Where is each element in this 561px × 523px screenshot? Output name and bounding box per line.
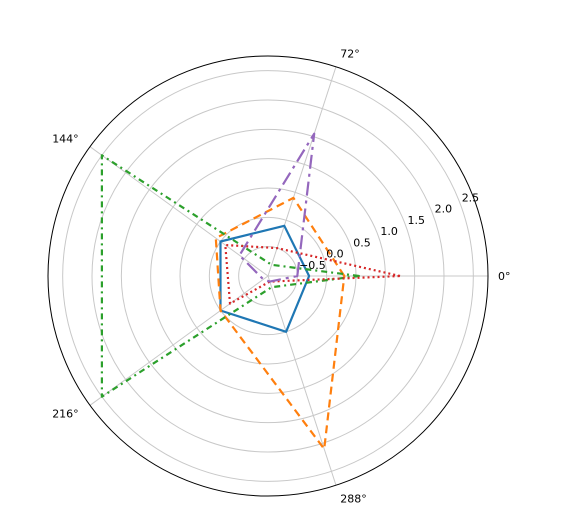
series-line-2: [214, 196, 346, 451]
angular-gridline: [267, 66, 337, 277]
angular-gridline: [89, 275, 269, 406]
label-layer: −0.50.0 0.5 1.0 1.5 2.0 2.5 0° 72° 144° 216° 288°: [52, 48, 510, 506]
angle-tick-label: 288°: [340, 493, 367, 506]
series-line-4: [224, 243, 402, 305]
angular-gridline: [267, 275, 337, 486]
radial-tick-label: −0.5: [299, 259, 326, 272]
radial-tick-label: 0.0: [326, 248, 344, 261]
series-line-5: [238, 132, 316, 283]
angle-tick-label: 144°: [52, 133, 79, 146]
radial-tick-label: 2.5: [462, 191, 480, 204]
grid-layer: [47, 55, 489, 497]
series-layer: [100, 132, 402, 451]
radial-tick-label: 2.0: [435, 203, 453, 216]
angle-tick-label: 72°: [340, 48, 360, 61]
angular-gridline: [89, 146, 269, 277]
radial-tick-label: 1.5: [408, 214, 426, 227]
radial-tick-label: 0.5: [353, 236, 371, 249]
series-line-1: [219, 224, 311, 333]
polar-frame: [47, 55, 489, 497]
angle-tick-label: 216°: [52, 408, 79, 421]
series-line-3: [100, 154, 360, 398]
angle-tick-label: 0°: [498, 270, 511, 283]
radial-tick-label: 1.0: [380, 225, 398, 238]
